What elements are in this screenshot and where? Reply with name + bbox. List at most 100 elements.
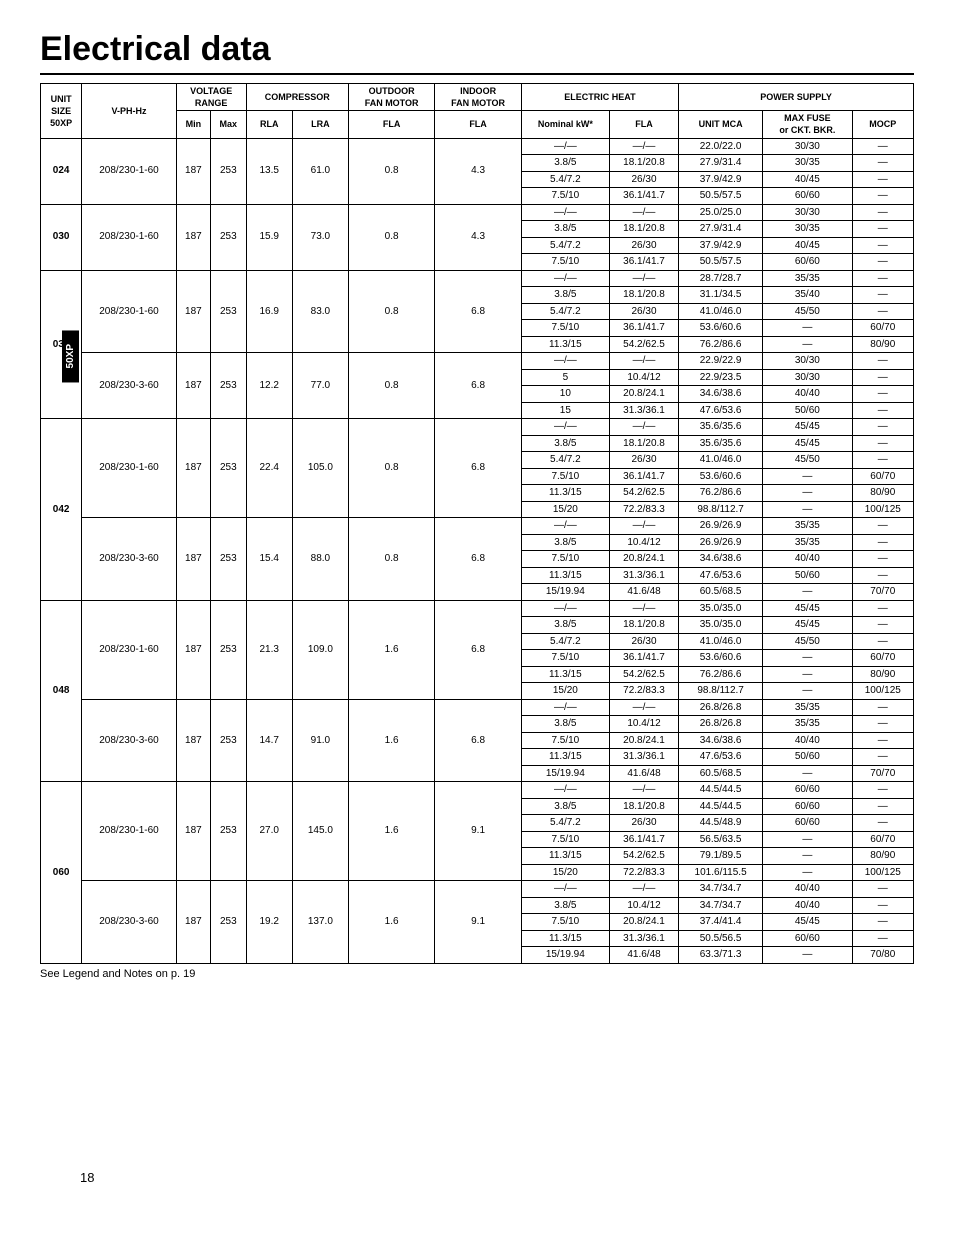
cell-mocp: —	[852, 452, 913, 469]
cell-kw: 7.5/10	[521, 188, 609, 205]
cell-heat-fla: —/—	[609, 270, 678, 287]
cell-mocp: —	[852, 749, 913, 766]
cell-rla: 12.2	[246, 353, 292, 419]
cell-mocp: —	[852, 254, 913, 271]
cell-mca: 26.8/26.8	[679, 699, 763, 716]
col-indoor-fan: INDOOR FAN MOTOR	[435, 84, 521, 111]
cell-ofla: 0.8	[348, 204, 434, 270]
cell-fuse: 35/35	[763, 534, 853, 551]
cell-heat-fla: 26/30	[609, 237, 678, 254]
cell-kw: 5.4/7.2	[521, 633, 609, 650]
cell-lra: 91.0	[292, 699, 348, 782]
cell-kw: 7.5/10	[521, 551, 609, 568]
cell-rla: 16.9	[246, 270, 292, 353]
cell-kw: —/—	[521, 518, 609, 535]
cell-mocp: 80/90	[852, 485, 913, 502]
cell-heat-fla: 20.8/24.1	[609, 914, 678, 931]
cell-mocp: —	[852, 287, 913, 304]
cell-mca: 41.0/46.0	[679, 303, 763, 320]
cell-mca: 35.6/35.6	[679, 435, 763, 452]
footnote: See Legend and Notes on p. 19	[40, 968, 914, 980]
cell-mocp: —	[852, 699, 913, 716]
cell-ifla: 4.3	[435, 138, 521, 204]
cell-kw: 3.8/5	[521, 155, 609, 172]
cell-mca: 34.6/38.6	[679, 551, 763, 568]
cell-ifla: 9.1	[435, 881, 521, 964]
cell-heat-fla: 26/30	[609, 633, 678, 650]
cell-min: 187	[176, 270, 210, 353]
cell-heat-fla: 26/30	[609, 815, 678, 832]
cell-kw: —/—	[521, 699, 609, 716]
cell-mca: 47.6/53.6	[679, 402, 763, 419]
cell-fuse: —	[763, 947, 853, 964]
cell-max: 253	[211, 138, 247, 204]
col-compressor: COMPRESSOR	[246, 84, 348, 111]
cell-mca: 63.3/71.3	[679, 947, 763, 964]
cell-fuse: 30/35	[763, 155, 853, 172]
cell-ifla: 6.8	[435, 353, 521, 419]
table-body: 024208/230-1-6018725313.561.00.84.3—/——/…	[41, 138, 914, 963]
col-vphz: V-PH-Hz	[82, 84, 176, 139]
cell-mocp: —	[852, 567, 913, 584]
col-voltage-range: VOLTAGE RANGE	[176, 84, 246, 111]
cell-heat-fla: 72.2/83.3	[609, 683, 678, 700]
cell-heat-fla: 54.2/62.5	[609, 485, 678, 502]
cell-ofla: 0.8	[348, 270, 434, 353]
cell-kw: 5	[521, 369, 609, 386]
cell-vphz: 208/230-1-60	[82, 138, 176, 204]
cell-mca: 98.8/112.7	[679, 683, 763, 700]
cell-kw: 11.3/15	[521, 749, 609, 766]
cell-rla: 14.7	[246, 699, 292, 782]
cell-max: 253	[211, 270, 247, 353]
cell-mocp: —	[852, 881, 913, 898]
cell-fuse: 50/60	[763, 567, 853, 584]
cell-mca: 79.1/89.5	[679, 848, 763, 865]
cell-heat-fla: —/—	[609, 699, 678, 716]
cell-kw: 15/19.94	[521, 947, 609, 964]
cell-heat-fla: —/—	[609, 881, 678, 898]
cell-fuse: 40/40	[763, 881, 853, 898]
cell-kw: 7.5/10	[521, 254, 609, 271]
cell-mca: 44.5/44.5	[679, 798, 763, 815]
cell-kw: 5.4/7.2	[521, 815, 609, 832]
cell-mca: 26.9/26.9	[679, 518, 763, 535]
cell-fuse: 35/40	[763, 287, 853, 304]
cell-mca: 27.9/31.4	[679, 221, 763, 238]
cell-kw: 3.8/5	[521, 897, 609, 914]
cell-fuse: —	[763, 468, 853, 485]
cell-mca: 60.5/68.5	[679, 584, 763, 601]
cell-kw: 11.3/15	[521, 930, 609, 947]
cell-mca: 47.6/53.6	[679, 749, 763, 766]
table-row: 208/230-3-6018725319.2137.01.69.1—/——/—3…	[41, 881, 914, 898]
col-ifla: FLA	[435, 111, 521, 138]
cell-min: 187	[176, 419, 210, 518]
cell-unit-size: 060	[41, 782, 82, 964]
cell-kw: 3.8/5	[521, 617, 609, 634]
cell-heat-fla: 18.1/20.8	[609, 798, 678, 815]
cell-fuse: 45/45	[763, 600, 853, 617]
cell-rla: 13.5	[246, 138, 292, 204]
cell-kw: 3.8/5	[521, 435, 609, 452]
col-unit-size: UNIT SIZE 50XP	[41, 84, 82, 139]
cell-heat-fla: 26/30	[609, 171, 678, 188]
cell-mca: 98.8/112.7	[679, 501, 763, 518]
cell-heat-fla: 36.1/41.7	[609, 188, 678, 205]
cell-kw: 15/19.94	[521, 584, 609, 601]
col-unit-mca: UNIT MCA	[679, 111, 763, 138]
cell-mocp: 100/125	[852, 683, 913, 700]
cell-kw: 10	[521, 386, 609, 403]
cell-ifla: 6.8	[435, 518, 521, 601]
cell-heat-fla: 36.1/41.7	[609, 831, 678, 848]
cell-max: 253	[211, 881, 247, 964]
cell-mocp: 70/80	[852, 947, 913, 964]
cell-rla: 15.4	[246, 518, 292, 601]
cell-lra: 83.0	[292, 270, 348, 353]
cell-kw: —/—	[521, 204, 609, 221]
cell-kw: 11.3/15	[521, 336, 609, 353]
cell-fuse: —	[763, 584, 853, 601]
cell-mocp: —	[852, 419, 913, 436]
cell-heat-fla: 20.8/24.1	[609, 386, 678, 403]
cell-heat-fla: 41.6/48	[609, 584, 678, 601]
cell-fuse: 30/30	[763, 369, 853, 386]
cell-fuse: 30/30	[763, 353, 853, 370]
